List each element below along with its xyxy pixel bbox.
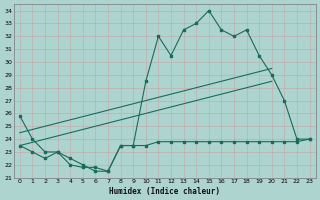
X-axis label: Humidex (Indice chaleur): Humidex (Indice chaleur) <box>109 187 220 196</box>
